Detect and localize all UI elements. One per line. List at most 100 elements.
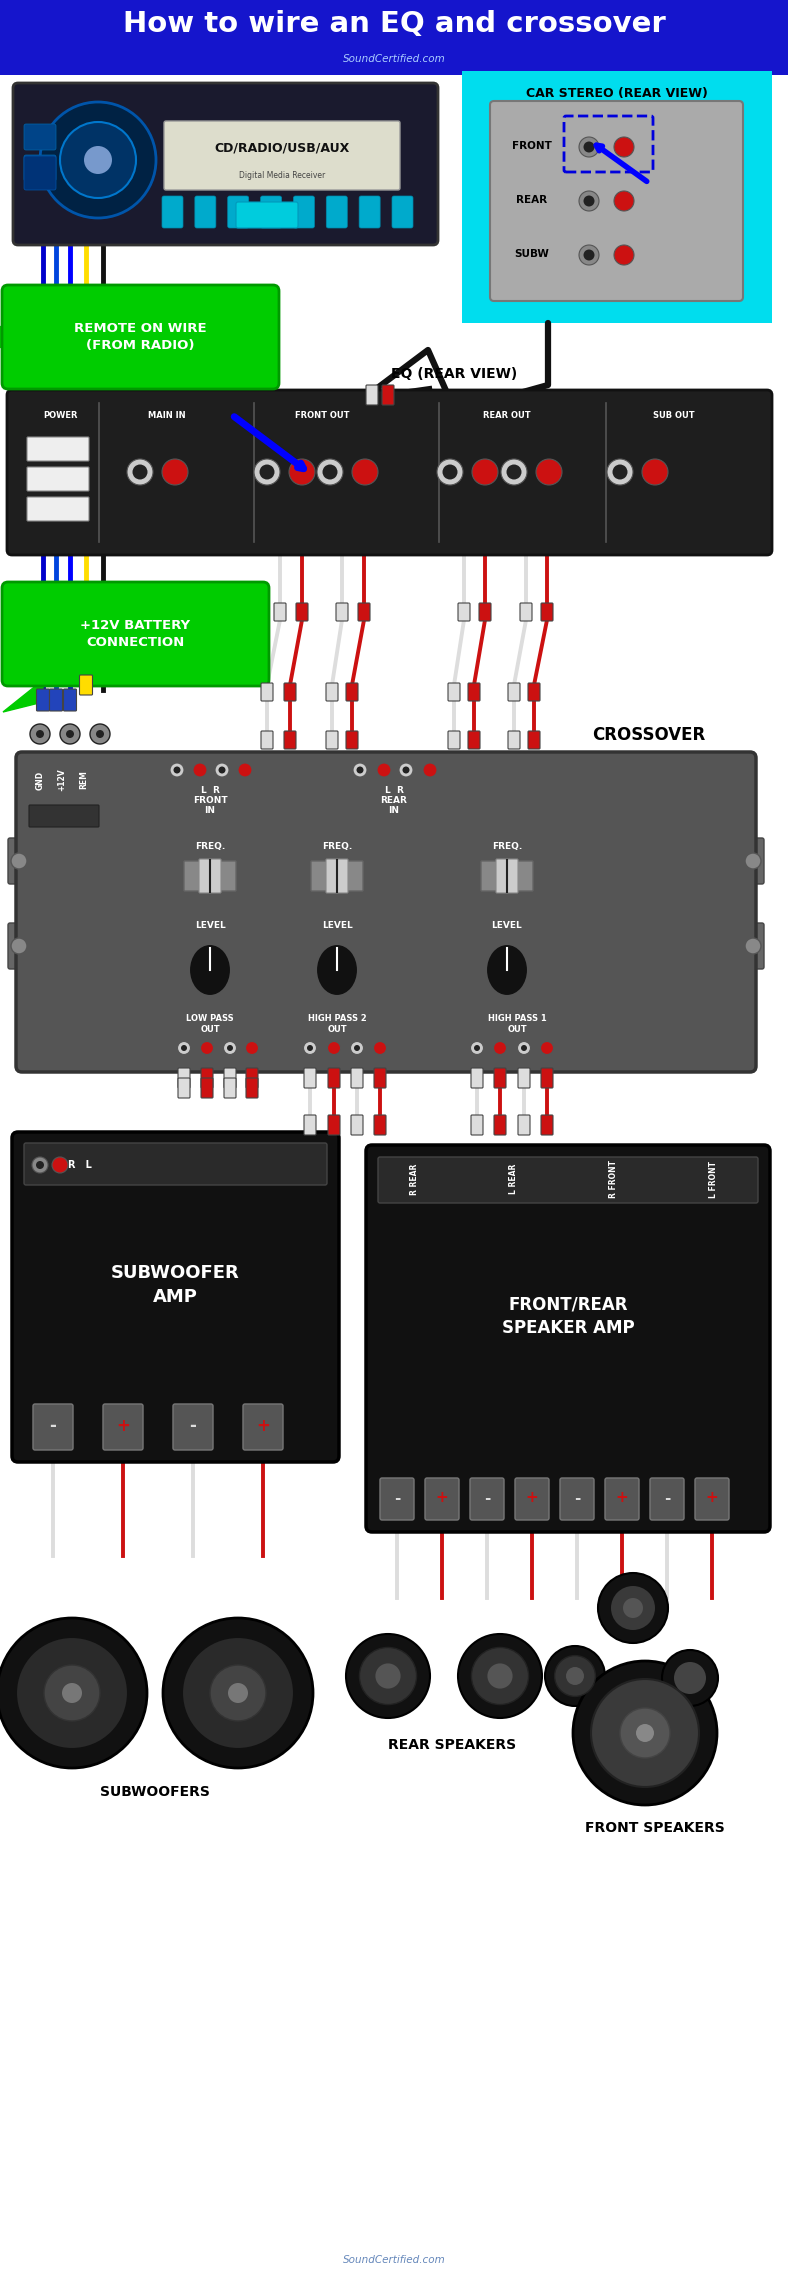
Circle shape bbox=[620, 1708, 670, 1759]
Circle shape bbox=[426, 765, 433, 775]
Text: How to wire an EQ and crossover: How to wire an EQ and crossover bbox=[123, 9, 665, 39]
Text: REAR SPEAKERS: REAR SPEAKERS bbox=[388, 1738, 516, 1752]
FancyBboxPatch shape bbox=[528, 683, 540, 702]
FancyBboxPatch shape bbox=[224, 1068, 236, 1089]
Circle shape bbox=[745, 939, 761, 954]
FancyBboxPatch shape bbox=[471, 1068, 483, 1089]
FancyBboxPatch shape bbox=[64, 688, 76, 711]
FancyBboxPatch shape bbox=[518, 1114, 530, 1134]
Text: +: + bbox=[436, 1490, 448, 1506]
FancyBboxPatch shape bbox=[7, 390, 772, 556]
Text: FREQ.: FREQ. bbox=[492, 841, 522, 850]
Bar bbox=[462, 71, 772, 323]
FancyBboxPatch shape bbox=[366, 1146, 770, 1533]
Circle shape bbox=[16, 1638, 128, 1750]
FancyBboxPatch shape bbox=[184, 861, 236, 891]
FancyBboxPatch shape bbox=[494, 1114, 506, 1134]
Circle shape bbox=[66, 729, 74, 738]
Circle shape bbox=[246, 1041, 258, 1055]
Circle shape bbox=[322, 465, 337, 478]
FancyBboxPatch shape bbox=[261, 196, 281, 228]
FancyBboxPatch shape bbox=[304, 1068, 316, 1089]
FancyBboxPatch shape bbox=[284, 683, 296, 702]
Text: SoundCertified.com: SoundCertified.com bbox=[343, 2255, 445, 2264]
Text: LEVEL: LEVEL bbox=[492, 923, 522, 929]
FancyBboxPatch shape bbox=[518, 1068, 530, 1089]
Circle shape bbox=[443, 465, 458, 478]
FancyBboxPatch shape bbox=[541, 1068, 553, 1089]
FancyBboxPatch shape bbox=[374, 1114, 386, 1134]
Circle shape bbox=[307, 1046, 313, 1050]
Circle shape bbox=[541, 465, 556, 478]
FancyBboxPatch shape bbox=[458, 604, 470, 622]
FancyBboxPatch shape bbox=[201, 1077, 213, 1098]
Circle shape bbox=[317, 458, 343, 485]
Circle shape bbox=[521, 1046, 527, 1050]
FancyBboxPatch shape bbox=[326, 859, 348, 893]
Circle shape bbox=[541, 1041, 553, 1055]
FancyBboxPatch shape bbox=[560, 1478, 594, 1519]
Text: SUB OUT: SUB OUT bbox=[653, 410, 695, 419]
FancyBboxPatch shape bbox=[541, 1114, 553, 1134]
FancyBboxPatch shape bbox=[380, 1478, 414, 1519]
Bar bbox=[0, 0, 788, 75]
FancyBboxPatch shape bbox=[346, 731, 358, 749]
Circle shape bbox=[96, 729, 104, 738]
FancyBboxPatch shape bbox=[162, 196, 183, 228]
Circle shape bbox=[259, 465, 274, 478]
Circle shape bbox=[52, 1157, 68, 1173]
Circle shape bbox=[228, 1683, 248, 1704]
FancyBboxPatch shape bbox=[605, 1478, 639, 1519]
Circle shape bbox=[399, 763, 413, 777]
Text: FRONT SPEAKERS: FRONT SPEAKERS bbox=[585, 1820, 725, 1836]
FancyBboxPatch shape bbox=[296, 604, 308, 622]
Text: +: + bbox=[116, 1417, 130, 1435]
Ellipse shape bbox=[316, 943, 358, 995]
Text: MAIN IN: MAIN IN bbox=[148, 410, 186, 419]
Circle shape bbox=[423, 763, 437, 777]
Circle shape bbox=[249, 1046, 255, 1050]
Text: CD/RADIO/USB/AUX: CD/RADIO/USB/AUX bbox=[214, 141, 350, 155]
Circle shape bbox=[375, 1663, 400, 1688]
FancyBboxPatch shape bbox=[24, 1144, 327, 1185]
Circle shape bbox=[674, 1663, 706, 1695]
FancyBboxPatch shape bbox=[293, 196, 314, 228]
FancyBboxPatch shape bbox=[284, 731, 296, 749]
FancyBboxPatch shape bbox=[496, 859, 518, 893]
Text: FREQ.: FREQ. bbox=[322, 841, 352, 850]
FancyBboxPatch shape bbox=[201, 1068, 213, 1089]
Text: +12V: +12V bbox=[58, 768, 66, 790]
FancyBboxPatch shape bbox=[103, 1403, 143, 1451]
Circle shape bbox=[648, 465, 663, 478]
FancyBboxPatch shape bbox=[326, 196, 348, 228]
Text: FREQ.: FREQ. bbox=[195, 841, 225, 850]
Circle shape bbox=[170, 763, 184, 777]
FancyBboxPatch shape bbox=[468, 683, 480, 702]
Circle shape bbox=[619, 141, 630, 153]
FancyBboxPatch shape bbox=[351, 1114, 363, 1134]
FancyBboxPatch shape bbox=[358, 604, 370, 622]
FancyBboxPatch shape bbox=[50, 688, 62, 711]
Circle shape bbox=[200, 1041, 214, 1055]
FancyBboxPatch shape bbox=[351, 1068, 363, 1089]
Circle shape bbox=[218, 765, 225, 775]
FancyBboxPatch shape bbox=[24, 155, 56, 180]
FancyBboxPatch shape bbox=[328, 1068, 340, 1089]
Text: L REAR: L REAR bbox=[510, 1164, 519, 1194]
Circle shape bbox=[536, 458, 562, 485]
Text: HIGH PASS 2
OUT: HIGH PASS 2 OUT bbox=[307, 1014, 366, 1034]
FancyBboxPatch shape bbox=[304, 1114, 316, 1134]
Circle shape bbox=[573, 1661, 717, 1804]
Text: SUBWOOFERS: SUBWOOFERS bbox=[100, 1786, 210, 1800]
Circle shape bbox=[493, 1041, 507, 1055]
Circle shape bbox=[474, 1046, 480, 1050]
Circle shape bbox=[358, 465, 373, 478]
Text: EQ (REAR VIEW): EQ (REAR VIEW) bbox=[391, 367, 517, 380]
FancyBboxPatch shape bbox=[2, 581, 269, 686]
Text: R REAR: R REAR bbox=[410, 1164, 418, 1194]
FancyBboxPatch shape bbox=[494, 1068, 506, 1089]
FancyBboxPatch shape bbox=[366, 385, 378, 405]
Circle shape bbox=[56, 1162, 64, 1169]
FancyBboxPatch shape bbox=[650, 1478, 684, 1519]
FancyBboxPatch shape bbox=[359, 196, 380, 228]
